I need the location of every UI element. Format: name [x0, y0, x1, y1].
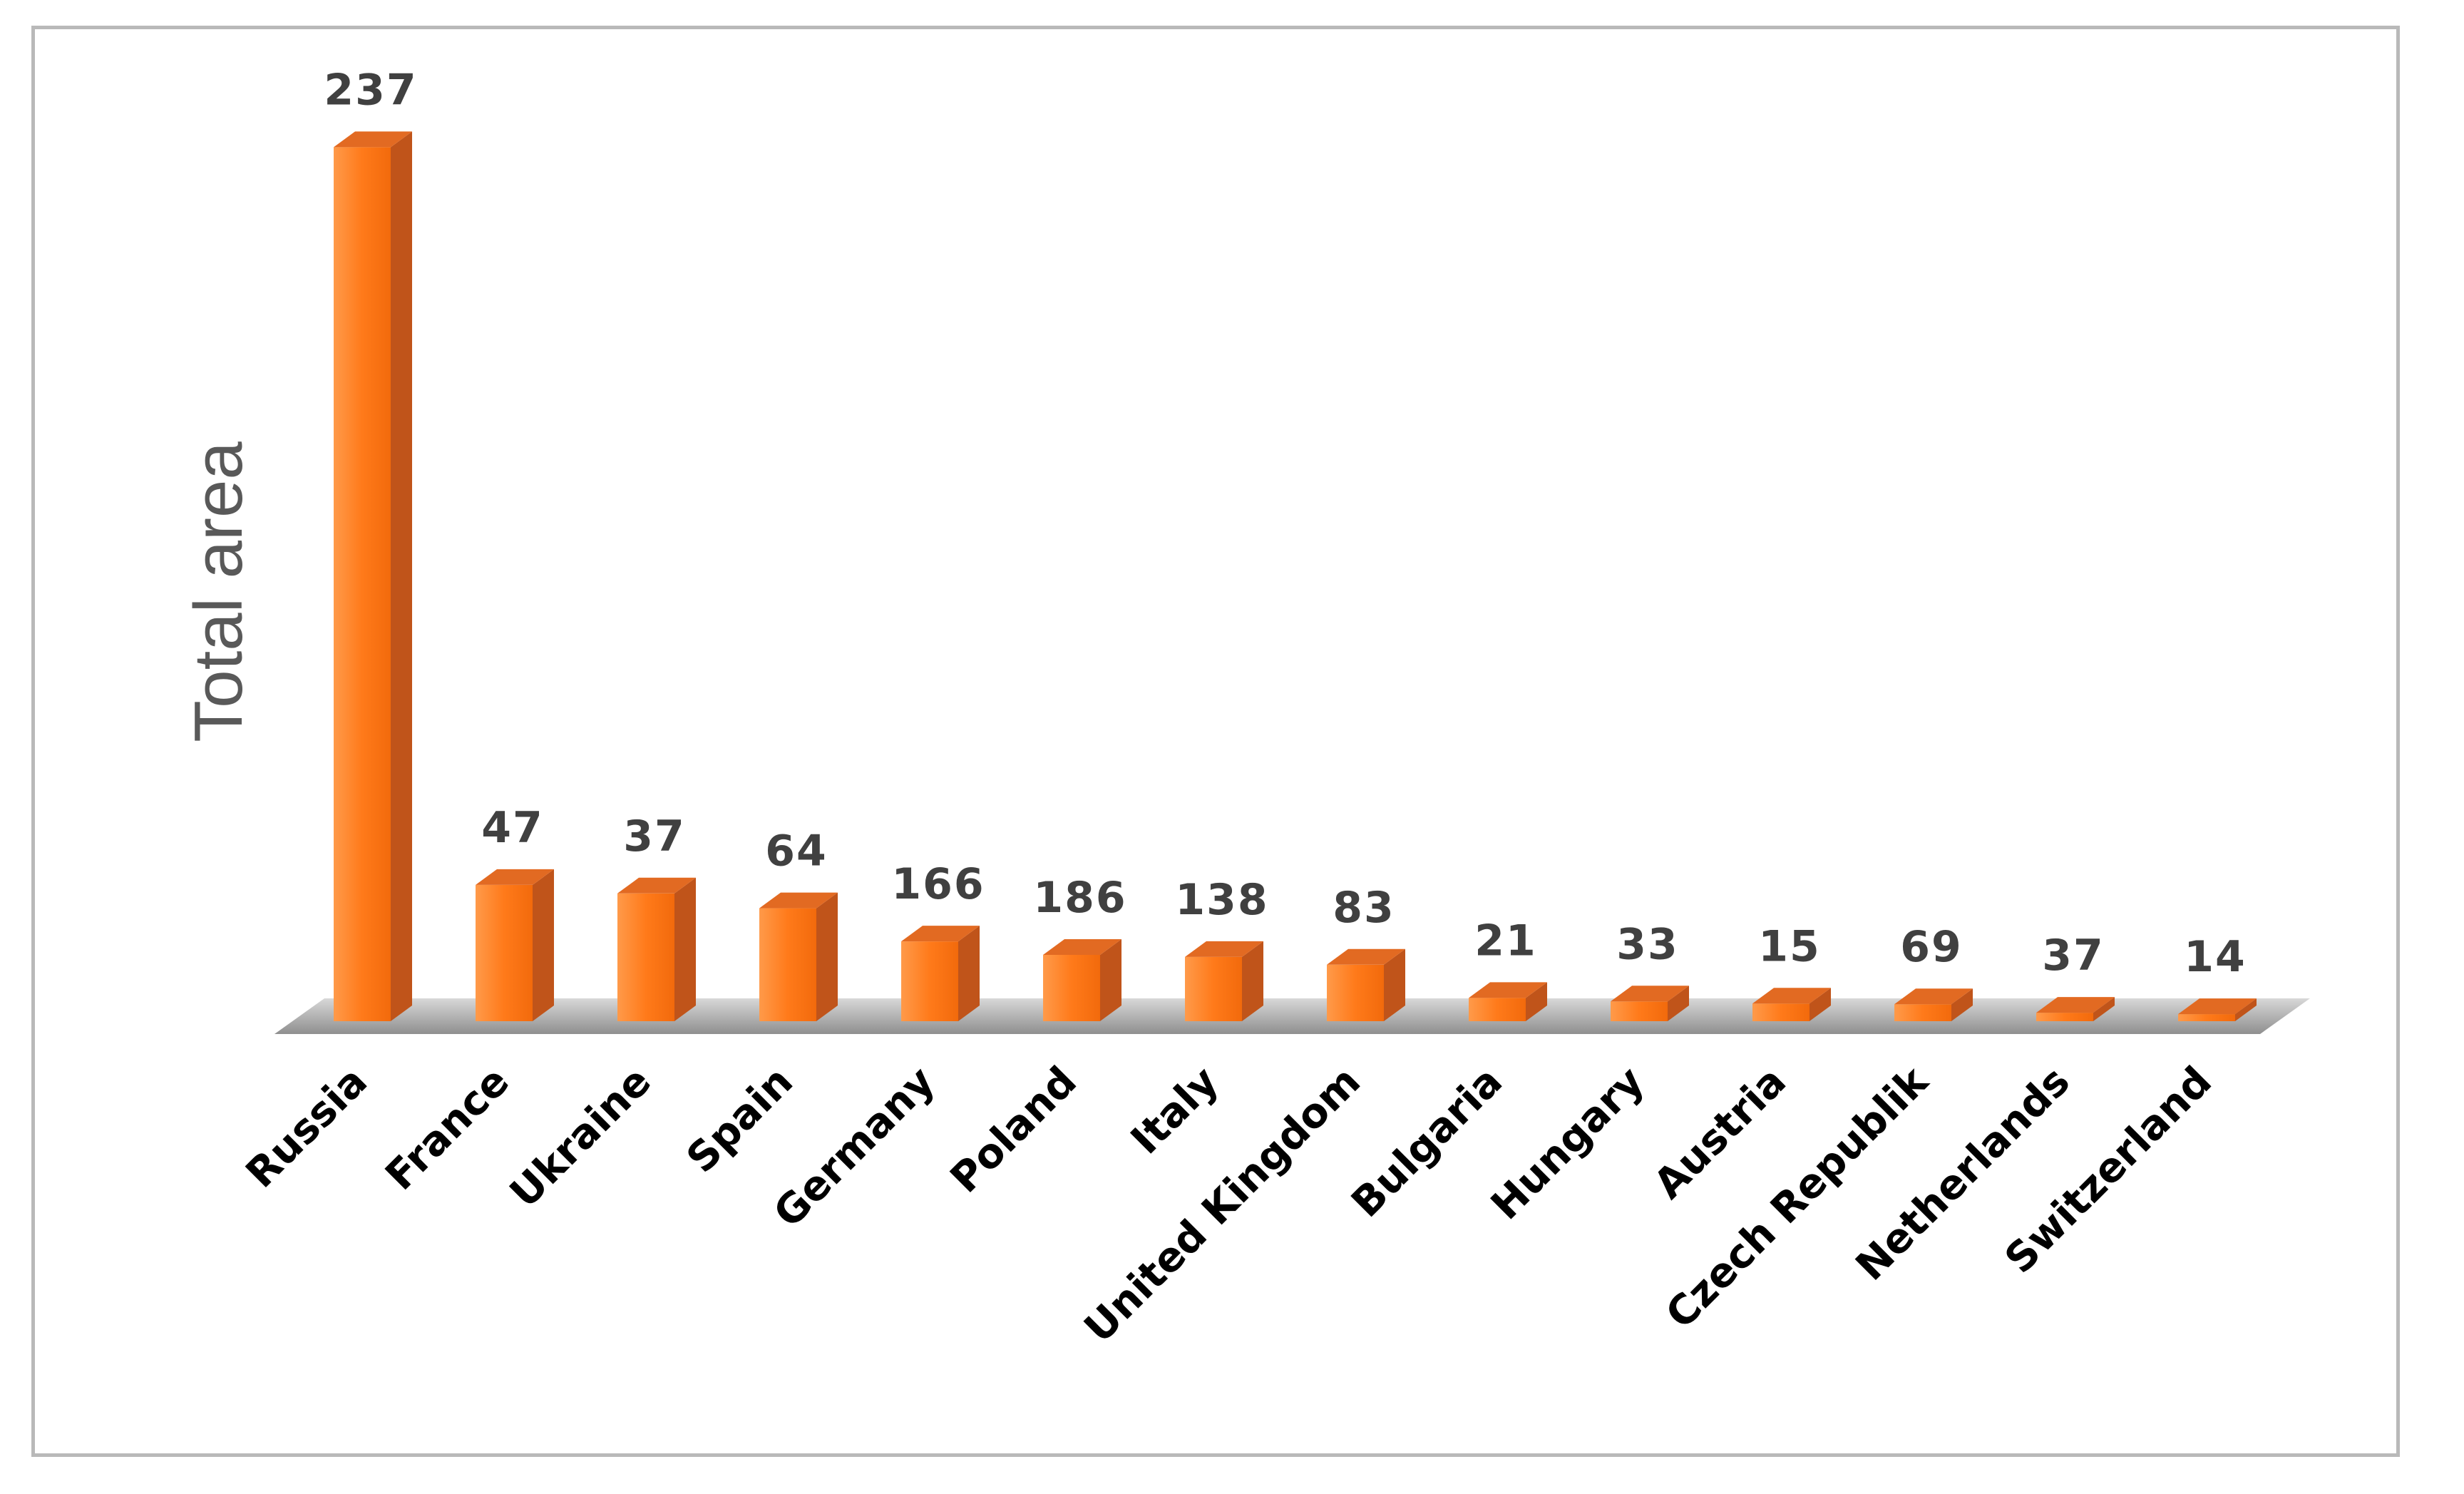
bar [1185, 941, 1263, 1021]
category-label: Italy [1122, 1058, 1228, 1163]
bar-side [1526, 982, 1547, 1021]
category-label: Hungary [1482, 1058, 1653, 1229]
bar [617, 877, 696, 1021]
data-label: 83 [1333, 883, 1395, 933]
bar [1752, 988, 1831, 1021]
bar [1043, 938, 1121, 1021]
bar-top [759, 892, 838, 909]
bar-side [1951, 988, 1973, 1021]
data-label: 186 [1033, 873, 1126, 923]
bar-top [1327, 948, 1405, 965]
category-label: Spain [678, 1058, 802, 1182]
bar-top [476, 869, 554, 885]
bar-side [2235, 998, 2257, 1021]
category-label: Poland [941, 1058, 1085, 1202]
bar-front [1611, 1001, 1668, 1021]
bar [1611, 986, 1689, 1021]
bar-side [1809, 988, 1831, 1021]
bar-top [2178, 998, 2257, 1015]
data-label: 37 [623, 812, 686, 861]
bar-top [901, 926, 980, 942]
bar [901, 926, 980, 1021]
bar-front [1469, 998, 1526, 1021]
data-label: 237 [324, 65, 417, 115]
bar-front [476, 884, 533, 1021]
bar [2036, 997, 2115, 1021]
bar [476, 869, 554, 1021]
category-label: Russia [237, 1058, 376, 1197]
data-label: 69 [1900, 922, 1963, 972]
bar-front [1327, 964, 1384, 1021]
bar [1469, 982, 1547, 1021]
bar-top [1043, 938, 1121, 955]
bar-front [1894, 1004, 1951, 1021]
y-axis-label: Total area [180, 441, 257, 742]
category-label: Bulgaria [1343, 1058, 1511, 1227]
bar-front [1752, 1003, 1809, 1021]
data-label: 37 [2042, 931, 2105, 981]
bar [1327, 948, 1405, 1021]
category-label: France [376, 1058, 518, 1199]
bar [1894, 988, 1973, 1021]
bar-front [2036, 1013, 2093, 1021]
bar-side [533, 869, 554, 1021]
bar-top [2036, 997, 2115, 1013]
bar [334, 131, 412, 1021]
bar-side [674, 877, 696, 1021]
bar-front [1043, 954, 1100, 1021]
bar-side [816, 892, 838, 1021]
bar-side [2093, 997, 2115, 1021]
bar-top [1752, 988, 1831, 1004]
category-label: United Kingdom [1075, 1058, 1370, 1352]
data-label: 33 [1616, 919, 1679, 969]
bar-front [2178, 1014, 2235, 1021]
bar-top [617, 877, 696, 894]
bar-top [1894, 988, 1973, 1005]
category-label: Ukraine [501, 1058, 660, 1217]
bar-side [1384, 948, 1405, 1021]
bar-top [1611, 986, 1689, 1002]
bar-front [1185, 956, 1242, 1021]
bar-side [1668, 986, 1689, 1021]
chart-floor [274, 998, 2310, 1034]
bar [759, 892, 838, 1021]
data-label: 47 [481, 803, 544, 853]
bar-top [1185, 941, 1263, 957]
data-label: 138 [1175, 875, 1268, 925]
bar-side [391, 131, 412, 1021]
bar [2178, 998, 2257, 1021]
bar-front [334, 147, 391, 1021]
data-label: 14 [2184, 932, 2247, 982]
bar-front [759, 908, 816, 1021]
bar-side [1242, 941, 1263, 1021]
data-label: 21 [1474, 916, 1537, 966]
data-label: 64 [765, 827, 828, 876]
chart-frame [31, 26, 2400, 1457]
bar-top [1469, 982, 1547, 998]
bar-side [1100, 938, 1121, 1021]
category-label: Czech Republik [1657, 1057, 1938, 1338]
data-label: 166 [891, 859, 985, 909]
category-label: Austria [1645, 1058, 1795, 1208]
bar-top [334, 131, 412, 148]
data-label: 15 [1758, 921, 1821, 971]
bar-front [617, 893, 674, 1021]
bar-front [901, 941, 958, 1021]
bar-side [958, 926, 980, 1021]
